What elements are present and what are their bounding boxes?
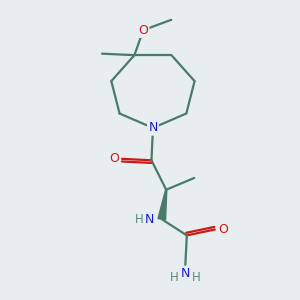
Text: O: O bbox=[109, 152, 119, 165]
Text: N: N bbox=[181, 267, 190, 280]
Text: O: O bbox=[218, 223, 228, 236]
Text: H: H bbox=[170, 271, 178, 284]
Text: N: N bbox=[145, 213, 154, 226]
Text: H: H bbox=[192, 271, 201, 284]
Text: H: H bbox=[135, 213, 144, 226]
Text: O: O bbox=[138, 24, 148, 37]
Text: N: N bbox=[148, 122, 158, 134]
Polygon shape bbox=[158, 190, 167, 220]
